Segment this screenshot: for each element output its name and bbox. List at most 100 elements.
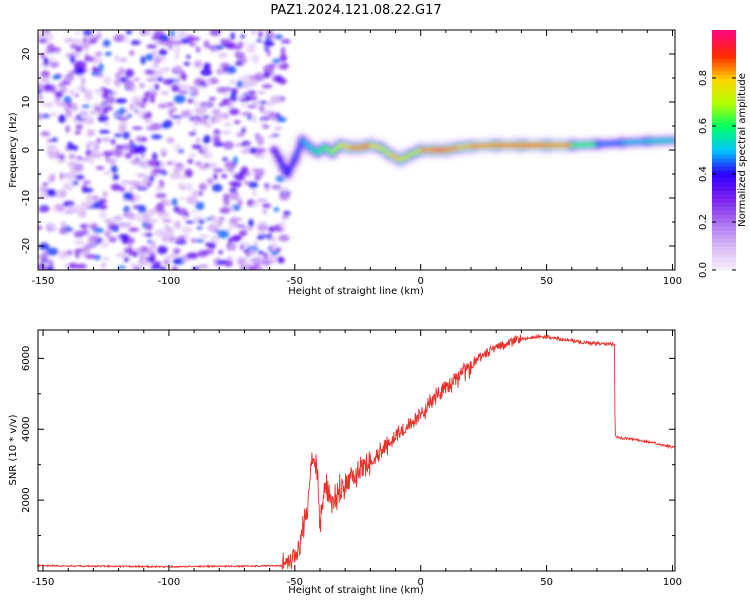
noise-blob <box>136 186 148 191</box>
noise-blob <box>257 250 264 255</box>
noise-blob <box>114 145 124 149</box>
noise-blob <box>174 248 181 254</box>
noise-blob <box>118 116 129 121</box>
noise-blob <box>73 163 84 172</box>
noise-blob <box>38 112 45 120</box>
noise-blob <box>200 68 212 76</box>
frequency-ridge <box>263 129 675 185</box>
noise-blob <box>84 116 95 126</box>
colorbar-tick-label: 0.6 <box>698 118 709 134</box>
noise-blob <box>240 111 253 117</box>
ridge-segment <box>570 142 599 147</box>
noise-blob <box>144 118 153 124</box>
colorbar-segment <box>712 62 736 67</box>
noise-blob <box>237 94 246 99</box>
snr-line-area <box>38 333 675 570</box>
noise-blob <box>96 89 104 96</box>
noise-blob <box>127 212 135 221</box>
noise-blob <box>81 104 91 108</box>
noise-blob <box>73 156 78 160</box>
colorbar-tick-label: 0.2 <box>698 214 709 230</box>
noise-blob <box>224 160 230 169</box>
noise-blob <box>146 159 158 167</box>
noise-blob <box>174 45 181 54</box>
noise-blob <box>240 244 244 250</box>
noise-blob <box>195 46 201 53</box>
noise-blob <box>257 231 266 236</box>
noise-blob <box>139 252 146 260</box>
colorbar-segment <box>712 218 736 223</box>
noise-blob <box>141 110 147 115</box>
noise-blob <box>94 51 103 56</box>
noise-blob <box>194 161 203 166</box>
noise-blob <box>135 173 148 178</box>
snr-xlabel: Height of straight line (km) <box>288 585 424 596</box>
colorbar-segment <box>712 94 736 99</box>
noise-blob <box>50 173 55 182</box>
spectrogram-xtick-label: -100 <box>158 276 181 287</box>
noise-blob <box>147 246 158 251</box>
noise-blob <box>83 243 92 252</box>
noise-blob <box>195 239 205 243</box>
noise-blob <box>171 107 177 113</box>
colorbar-segment <box>712 150 736 155</box>
noise-blob <box>160 91 170 95</box>
ridge-segment <box>293 139 304 161</box>
colorbar-segment <box>712 222 736 227</box>
noise-blob <box>48 152 57 157</box>
noise-blob <box>187 158 194 164</box>
noise-blob <box>247 43 257 48</box>
noise-blob <box>174 237 186 241</box>
noise-blob <box>179 196 186 201</box>
noise-blob <box>192 117 199 124</box>
noise-blob <box>133 77 140 82</box>
noise-blob <box>195 201 205 211</box>
noise-blob <box>262 124 270 129</box>
colorbar-segment <box>712 242 736 247</box>
noise-blob <box>86 222 92 229</box>
noise-blob <box>258 100 268 105</box>
noise-blob <box>156 69 164 75</box>
noise-blob <box>140 55 146 65</box>
noise-blob <box>168 41 173 51</box>
noise-blob <box>65 105 72 114</box>
noise-blob <box>279 193 290 201</box>
noise-blob <box>248 248 256 256</box>
noise-blob <box>166 161 173 166</box>
snr-xtick-label: 100 <box>663 577 682 588</box>
colorbar-tick-label: 0.4 <box>698 166 709 182</box>
noise-blob <box>219 62 231 68</box>
colorbar-segment <box>712 174 736 179</box>
noise-blob <box>65 124 70 134</box>
ridge-segment <box>331 143 342 154</box>
noise-blob <box>75 207 86 216</box>
noise-blob <box>246 104 258 109</box>
noise-blob <box>272 58 281 64</box>
noise-blob <box>188 153 197 158</box>
noise-blob <box>38 37 47 44</box>
noise-blob <box>97 115 109 123</box>
noise-blob <box>52 59 57 64</box>
noise-blob <box>58 153 65 161</box>
noise-blob <box>230 235 241 243</box>
noise-blob <box>220 130 232 135</box>
noise-blob <box>244 145 251 153</box>
noise-blob <box>235 51 246 60</box>
noise-blob <box>261 84 273 89</box>
noise-blob <box>232 216 237 220</box>
noise-blob <box>46 138 54 143</box>
noise-blob <box>94 107 101 111</box>
noise-blob <box>119 223 131 229</box>
noise-blob <box>80 157 91 162</box>
noise-blob <box>74 174 85 180</box>
colorbar-segment <box>712 262 736 267</box>
noise-blob <box>52 74 61 80</box>
ridge-segment <box>379 146 392 157</box>
noise-blob <box>59 172 64 181</box>
noise-blob <box>225 42 237 48</box>
noise-blob <box>45 102 54 108</box>
noise-blob <box>111 113 121 117</box>
noise-blob <box>94 144 100 151</box>
noise-blob <box>188 131 197 136</box>
colorbar: 0.0 0.2 0.4 0.6 0.8 Normalized spectral ampl… <box>698 30 748 278</box>
